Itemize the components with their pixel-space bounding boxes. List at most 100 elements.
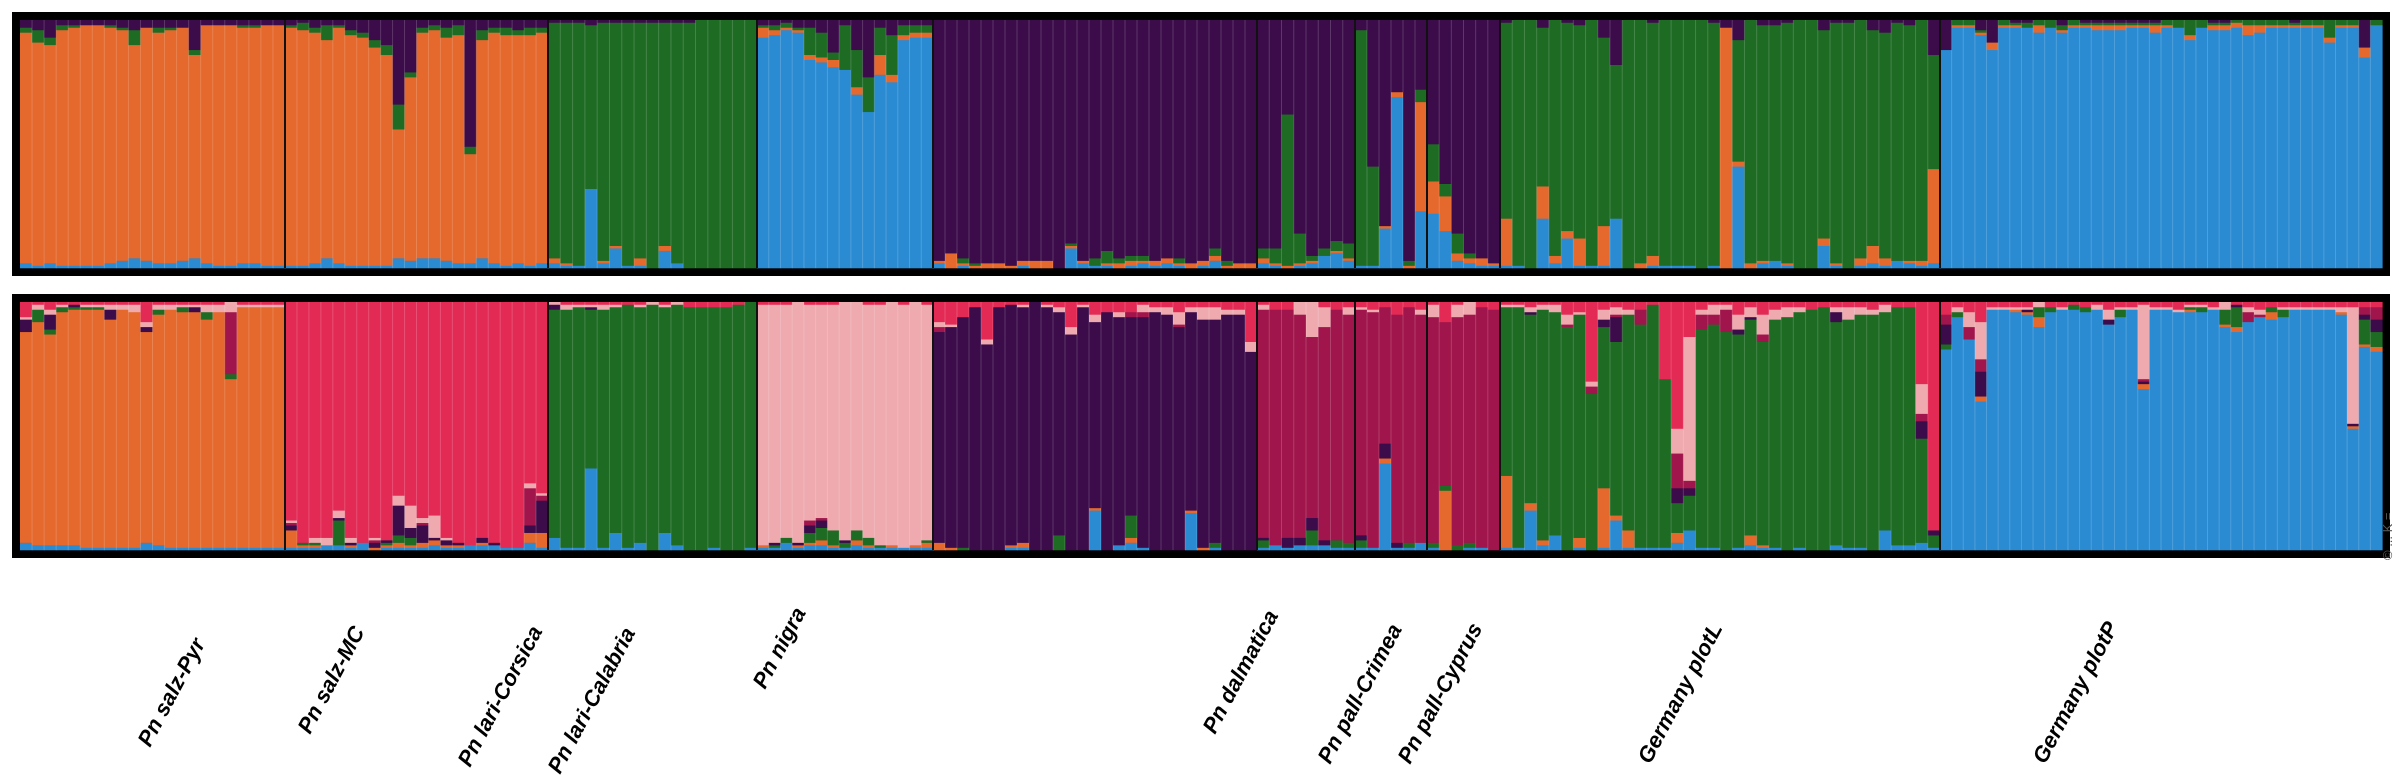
bar-segment-blue	[1427, 547, 1440, 551]
bar-segment-pink	[1573, 311, 1587, 315]
individual-bar	[1500, 20, 1513, 269]
bar-segment-red	[1451, 302, 1465, 305]
bar-segment-purple	[993, 20, 1006, 264]
bar-segment-orange	[945, 253, 958, 269]
bar-segment-pink	[2161, 306, 2174, 310]
individual-bar	[815, 302, 828, 551]
individual-bar	[188, 20, 202, 269]
bar-segment-pink	[1756, 314, 1770, 335]
individual-bar	[2125, 20, 2139, 269]
bar-segment-blue	[1355, 265, 1368, 269]
bar-segment-blue	[56, 545, 69, 551]
bar-segment-blue	[1487, 265, 1501, 269]
bar-segment-orange	[44, 44, 57, 264]
bar-segment-purple	[1355, 535, 1368, 541]
individual-bar	[1487, 20, 1501, 269]
bar-segment-orange	[862, 545, 875, 548]
bar-segment-green	[1817, 306, 1831, 551]
bar-segment-purple	[1089, 20, 1102, 259]
bar-segment-blue	[1342, 260, 1356, 269]
bar-segment-maroon	[1281, 309, 1295, 538]
bar-segment-green	[2230, 306, 2244, 328]
individual-bar	[897, 20, 911, 269]
individual-bar	[1028, 20, 1042, 269]
bar-segment-blue	[1137, 547, 1150, 551]
bar-segment-orange	[2277, 24, 2290, 28]
bar-segment-orange	[1720, 27, 1733, 269]
bar-segment-blue	[1355, 547, 1368, 551]
individual-bar	[779, 20, 793, 269]
individual-bar	[164, 302, 178, 551]
bar-segment-red	[176, 302, 190, 305]
bar-segment-blue	[670, 545, 684, 551]
bar-segment-maroon	[1974, 359, 1988, 372]
bar-segment-blue	[1065, 248, 1078, 269]
bar-segment-pink	[260, 304, 274, 308]
bar-segment-pink	[2021, 306, 2034, 310]
bar-segment-orange	[2358, 344, 2371, 347]
bar-segment-maroon	[1439, 321, 1452, 486]
bar-segment-blue	[2184, 39, 2197, 269]
bar-segment-orange	[20, 331, 33, 543]
individual-bar	[596, 20, 611, 269]
bar-segment-green	[1915, 20, 1929, 261]
bar-segment-purple	[1029, 20, 1042, 261]
bar-segment-red	[92, 302, 105, 305]
bar-segment-orange	[2335, 24, 2348, 28]
bar-segment-pink	[2126, 306, 2139, 310]
bar-segment-green	[512, 29, 525, 36]
bar-segment-red	[1415, 302, 1428, 310]
bar-segment-purple	[104, 309, 117, 320]
bar-segment-green	[1173, 258, 1186, 264]
bar-segment-purple	[1269, 20, 1283, 249]
bar-segment-purple	[1185, 311, 1198, 511]
bar-segment-blue	[634, 265, 647, 269]
bar-segment-red	[1585, 302, 1599, 382]
individual-bar	[670, 302, 684, 551]
bar-segment-blue	[488, 545, 501, 551]
bar-segment-pink	[32, 304, 45, 310]
bar-segment-maroon	[1695, 314, 1709, 330]
bar-segment-green	[1597, 37, 1611, 227]
individual-bar	[236, 302, 250, 551]
bar-segment-red	[1634, 302, 1648, 310]
bar-segment-green	[296, 542, 310, 546]
bar-segment-pink	[1998, 306, 2011, 310]
individual-bar	[1330, 20, 1344, 269]
individual-bar	[427, 20, 441, 269]
bar-segment-orange	[2033, 24, 2046, 33]
bar-segment-green	[2370, 331, 2383, 347]
bar-segment-blue	[1658, 265, 1672, 269]
bar-segment-blue	[260, 265, 274, 269]
bar-segment-maroon	[1355, 309, 1368, 536]
bar-segment-orange	[1524, 502, 1538, 511]
bar-segment-pink	[1113, 311, 1126, 318]
bar-segment-orange	[452, 545, 465, 548]
individual-bar	[1511, 302, 1526, 551]
bar-segment-blue	[909, 547, 922, 551]
bar-segment-green	[32, 29, 45, 43]
bar-segment-orange	[200, 24, 214, 264]
individual-bar	[2067, 20, 2081, 269]
bar-segment-purple	[2207, 20, 2220, 23]
bar-segment-purple	[200, 20, 214, 26]
bar-segment-orange	[1257, 258, 1270, 264]
bar-segment-green	[1768, 319, 1782, 548]
bar-segment-pink	[2347, 306, 2360, 424]
bar-segment-blue	[1756, 547, 1770, 551]
bar-segment-orange	[296, 29, 310, 266]
bar-segment-orange	[416, 542, 430, 548]
bar-segment-blue	[584, 188, 598, 269]
bar-segment-purple	[886, 20, 899, 36]
bar-segment-orange	[1185, 510, 1198, 514]
bar-segment-pink	[2207, 306, 2220, 310]
bar-segment-red	[1548, 302, 1562, 305]
bar-segment-green	[1732, 334, 1746, 548]
bar-segment-orange	[524, 532, 537, 543]
bar-segment-maroon	[2242, 311, 2255, 323]
bar-segment-orange	[1903, 260, 1917, 264]
bar-segment-blue	[1974, 401, 1988, 551]
bar-segment-green	[1622, 20, 1636, 269]
bar-segment-purple	[2056, 20, 2069, 26]
bar-segment-purple	[500, 20, 513, 28]
